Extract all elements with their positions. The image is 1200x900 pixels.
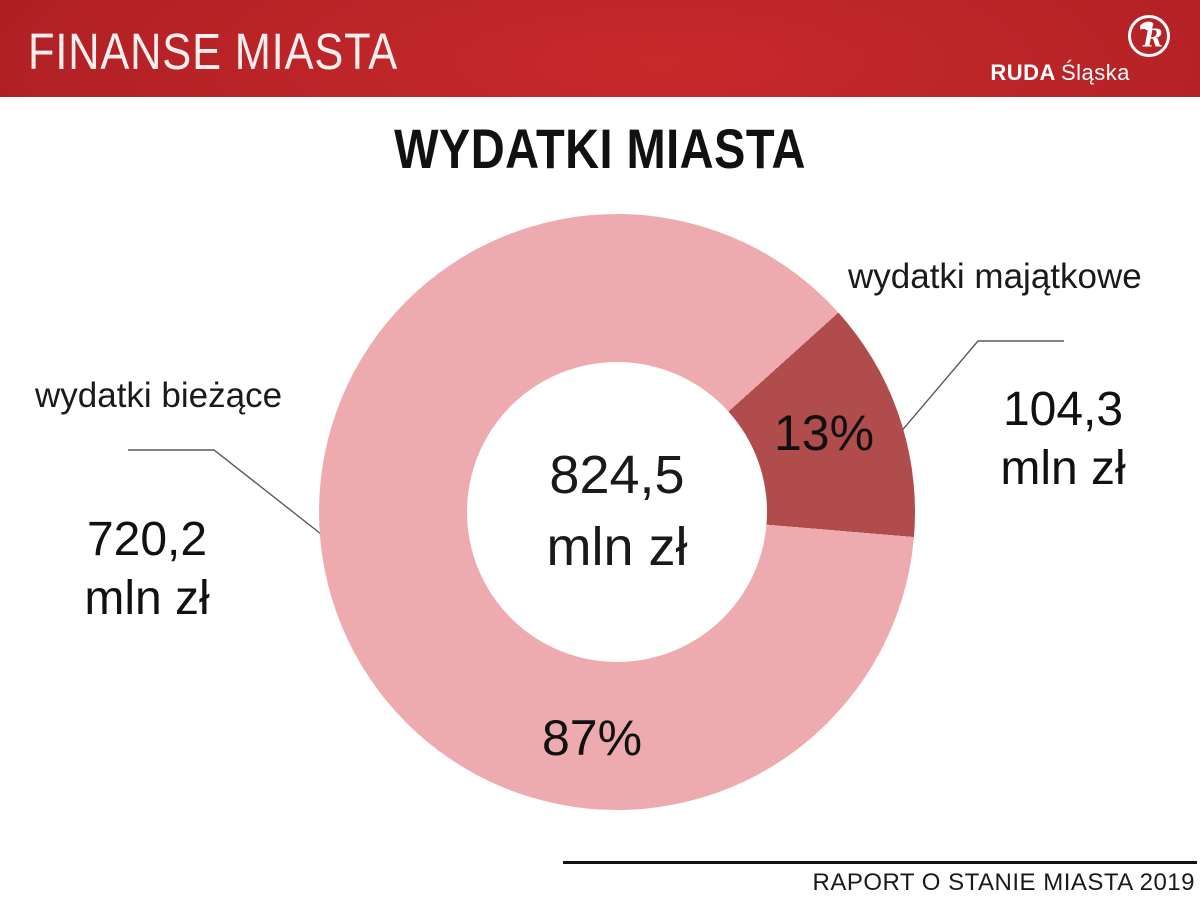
slice-label-minor: wydatki majątkowe [848,257,1142,296]
slice-value-minor-number: 104,3 [1002,383,1124,436]
brand-name: RUDA Śląska [990,60,1130,86]
donut-hole: 824,5 mln zł [467,362,767,662]
chart-title: WYDATKI MIASTA [394,117,806,180]
slice-percent-major: 87% [541,710,643,766]
svg-text:R: R [1142,24,1163,53]
slice-value-minor-unit: mln zł [1000,442,1126,496]
brand-name-bold: RUDA [990,60,1056,85]
brand-name-light: Śląska [1060,60,1130,85]
brand-logo: R RUDA Śląska [990,13,1172,86]
donut-total-unit: mln zł [546,517,688,577]
slice-percent-minor: 13% [773,405,875,461]
donut-total-value: 824,5 [549,445,685,506]
header-title: FINANSE MIASTA [28,23,398,80]
slice-value-major-unit: mln zł [84,572,210,626]
slice-value-major: 720,2 mln zł [27,510,267,628]
slice-label-major: wydatki bieżące [35,376,283,415]
ruda-emblem-icon: R [1128,15,1170,57]
footer-rule: RAPORT O STANIE MIASTA 2019 [563,861,1197,897]
donut-center-label: 824,5 mln zł [546,440,687,584]
donut-chart: 824,5 mln zł 87% 13% [319,214,915,810]
slice-value-minor: 104,3 mln zł [943,380,1183,498]
header-bar: FINANSE MIASTA R RUDA Śląska [0,0,1200,97]
slice-value-major-number: 720,2 [86,513,208,566]
footer-caption: RAPORT O STANIE MIASTA 2019 [812,869,1195,896]
